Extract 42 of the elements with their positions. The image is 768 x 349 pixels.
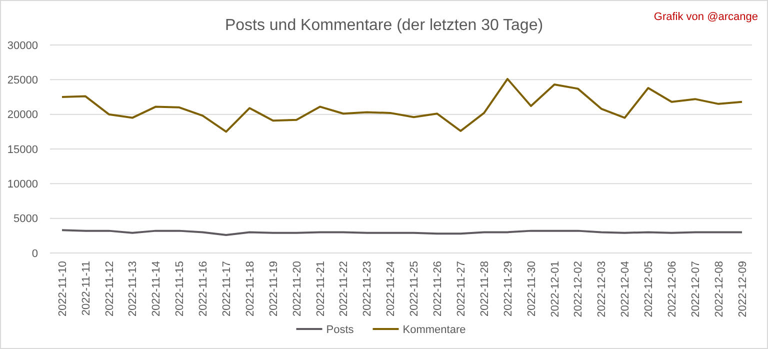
x-tick-label: 2022-11-16: [198, 261, 210, 316]
x-tick-label: 2022-11-15: [174, 261, 186, 316]
x-tick-label: 2022-11-14: [150, 261, 163, 316]
y-tick-label: 20000: [7, 109, 38, 122]
y-tick-label: 5000: [14, 213, 38, 226]
x-tick-label: 2022-11-10: [56, 261, 69, 316]
x-tick-label: 2022-12-07: [690, 261, 702, 318]
x-tick-label: 2022-11-11: [80, 261, 92, 316]
y-tick-label: 0: [32, 248, 38, 260]
x-tick-label: 2022-12-04: [620, 261, 632, 318]
x-tick-label: 2022-12-06: [666, 261, 679, 318]
x-tick-label: 2022-11-22: [338, 261, 350, 316]
y-tick-label: 25000: [7, 74, 38, 87]
x-tick-label: 2022-12-03: [596, 261, 608, 318]
y-tick-label: 10000: [7, 178, 38, 191]
x-tick-label: 2022-11-30: [526, 261, 538, 316]
x-tick-label: 2022-11-12: [104, 261, 116, 316]
chart-title: Posts und Kommentare (der letzten 30 Tage): [224, 17, 544, 34]
x-tick-label: 2022-11-23: [362, 261, 374, 316]
text: Grafik von @arcange: [654, 11, 758, 23]
x-tick-label: 2022-12-05: [643, 261, 656, 318]
x-tick-label: 2022-12-09: [736, 261, 749, 318]
legend-label: Posts: [326, 324, 354, 336]
x-tick-label: 2022-11-27: [455, 261, 468, 316]
x-tick-label: 2022-12-02: [572, 261, 585, 318]
x-tick-label: 2022-11-20: [291, 261, 304, 316]
x-tick-label: 2022-11-17: [220, 261, 233, 316]
x-tick-label: 2022-11-19: [268, 261, 280, 316]
x-tick-label: 2022-11-18: [244, 261, 256, 316]
x-tick-label: 2022-11-24: [385, 261, 398, 316]
x-tick-label: 2022-11-26: [432, 261, 444, 316]
x-tick-label: 2022-12-08: [713, 261, 726, 318]
x-tick-label: 2022-11-29: [502, 261, 514, 316]
legend-label: Kommentare: [402, 324, 466, 336]
x-tick-label: 2022-12-01: [549, 261, 562, 318]
x-tick-label: 2022-11-13: [127, 261, 140, 316]
y-tick-label: 15000: [7, 144, 38, 156]
x-tick-label: 2022-11-28: [478, 261, 491, 316]
x-tick-label: 2022-11-25: [408, 261, 421, 316]
x-tick-label: 2022-11-21: [314, 261, 327, 316]
y-tick-label: 30000: [7, 40, 38, 52]
line-series: [61, 78, 743, 133]
